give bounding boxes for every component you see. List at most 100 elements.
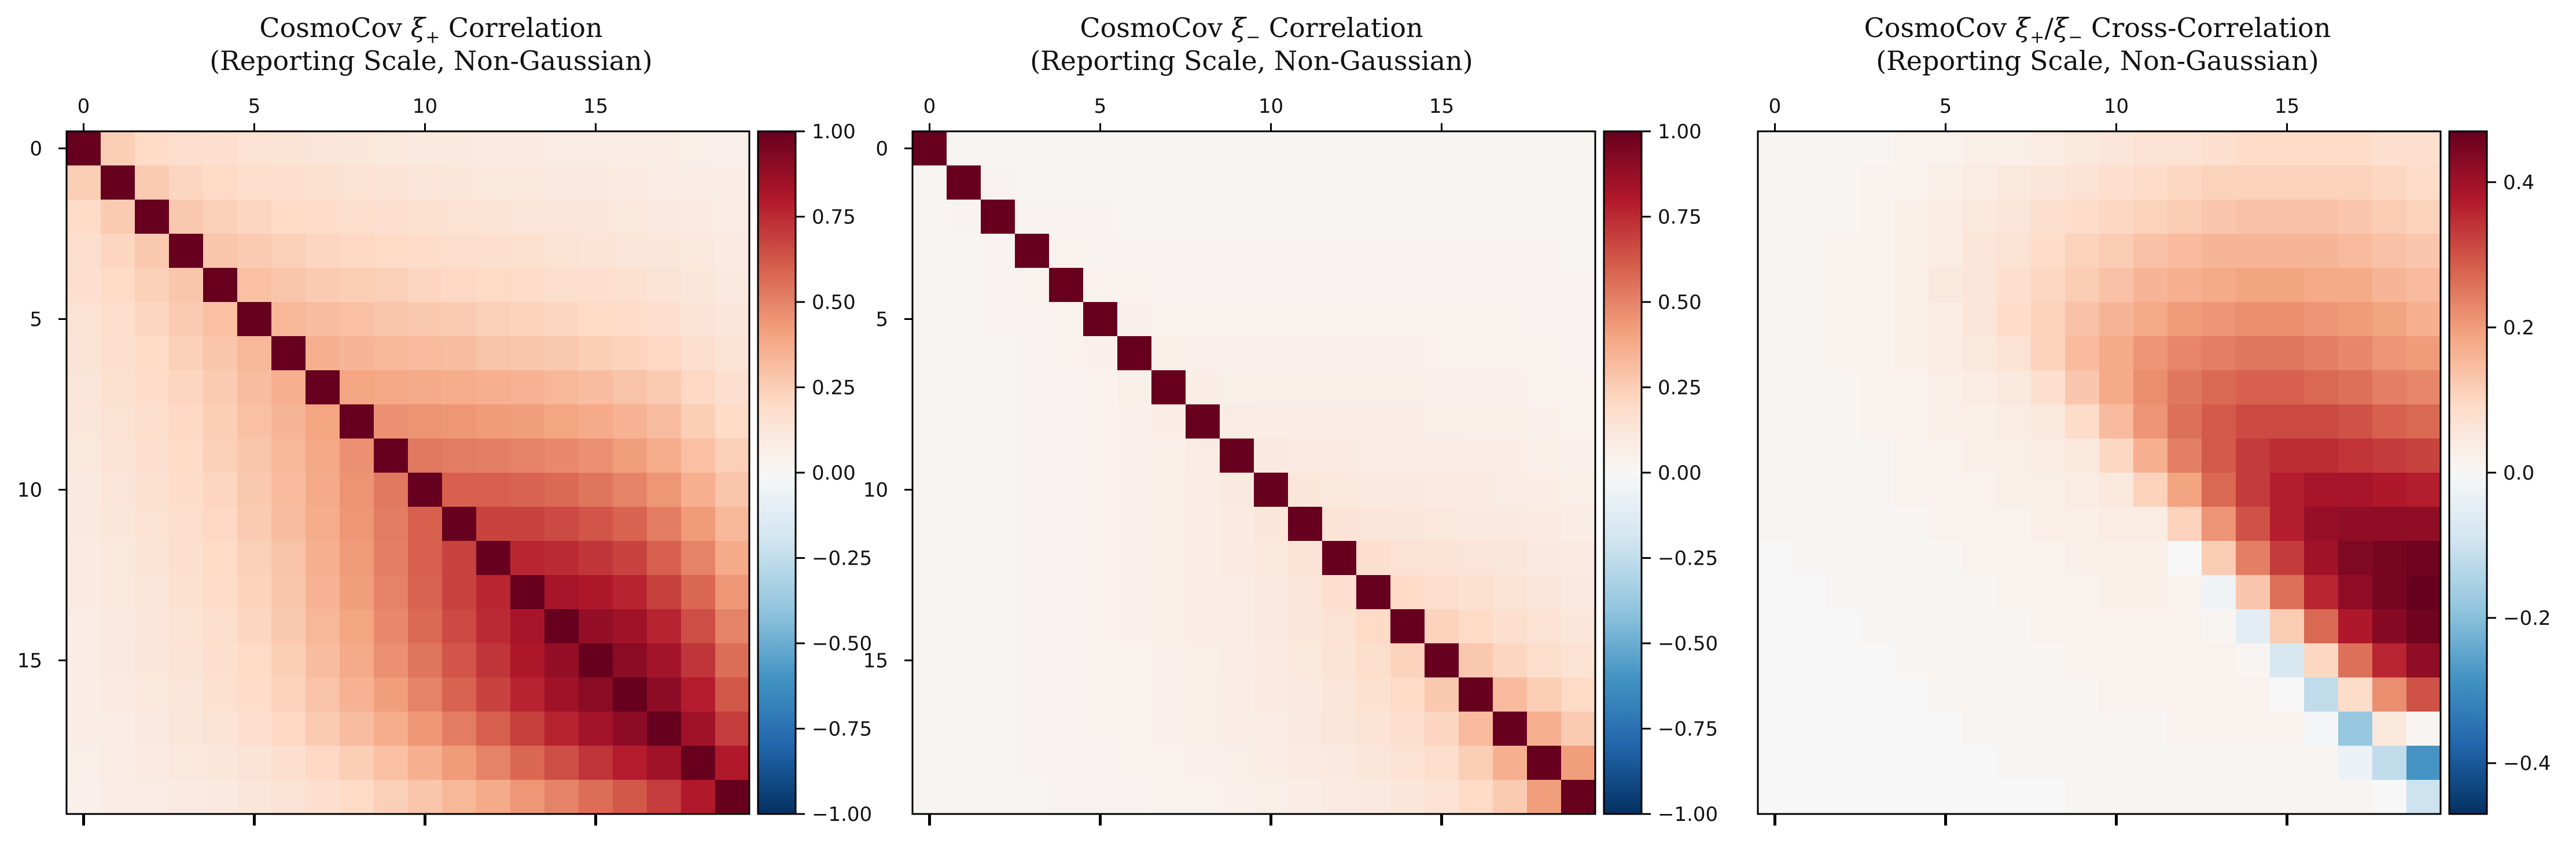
heatmap-cell [1151, 575, 1186, 610]
heatmap-cell [647, 712, 682, 746]
heatmap-cell [1425, 439, 1459, 473]
heatmap-cell [442, 609, 477, 644]
heatmap-cell [981, 746, 1015, 780]
heatmap-cell [271, 746, 306, 780]
heatmap-cell [237, 336, 272, 371]
heatmap-cell [1015, 473, 1050, 507]
heatmap-cell [1792, 336, 1827, 371]
heatmap-cell [1015, 507, 1050, 541]
heatmap-cell [442, 507, 477, 541]
heatmap-cell [2133, 370, 2168, 405]
heatmap-cell [1015, 780, 1050, 815]
heatmap-cell [1322, 200, 1357, 234]
heatmap-cell [101, 609, 135, 644]
heatmap-cell [579, 131, 613, 166]
heatmap-cell [1356, 473, 1391, 507]
heatmap-cell [1015, 336, 1050, 371]
heatmap-cell [1860, 575, 1895, 610]
heatmap-cell [203, 712, 238, 746]
heatmap-cell [1117, 404, 1152, 439]
heatmap-cell [1860, 780, 1895, 815]
heatmap-cell [1220, 575, 1254, 610]
heatmap-cell [947, 336, 981, 371]
heatmap-cell [2304, 473, 2339, 507]
heatmap-cell [613, 507, 647, 541]
heatmap-cell [947, 541, 981, 576]
heatmap-cell [715, 302, 750, 337]
heatmap-cell [544, 439, 579, 473]
heatmap-cell [1186, 712, 1220, 746]
heatmap-cell [2099, 780, 2134, 815]
heatmap-cell [67, 268, 101, 303]
heatmap-cell [1288, 268, 1323, 303]
heatmap-cell [1894, 131, 1929, 166]
heatmap-cell [1459, 643, 1493, 678]
heatmap-cell [1151, 336, 1186, 371]
heatmap-cell [169, 746, 204, 780]
heatmap-cell [981, 575, 1015, 610]
heatmap-cell [1963, 268, 1997, 303]
heatmap-cell [1288, 370, 1323, 405]
heatmap-cell [2133, 439, 2168, 473]
heatmap-cell [237, 643, 272, 678]
heatmap-cell [306, 541, 340, 576]
heatmap-cell [1390, 404, 1425, 439]
heatmap-cell [1527, 609, 1562, 644]
heatmap-cell [715, 643, 750, 678]
heatmap-cell [1288, 780, 1323, 815]
heatmap-cell [981, 609, 1015, 644]
heatmap-cell [1758, 234, 1793, 268]
heatmap-cell [647, 473, 682, 507]
colorbar-gradient [1603, 130, 1643, 815]
heatmap-cell [1527, 780, 1562, 815]
heatmap-cell [912, 677, 947, 712]
heatmap-cell [1288, 712, 1323, 746]
heatmap-cell [101, 677, 135, 712]
colorbar-tick-label: 0.75 [1658, 206, 1702, 229]
heatmap-cell [476, 712, 511, 746]
heatmap-cell [715, 165, 750, 200]
heatmap-cell [2202, 780, 2236, 815]
heatmap-cell [442, 439, 477, 473]
heatmap-cell [1015, 370, 1050, 405]
heatmap-cell [340, 609, 374, 644]
heatmap-cell [2167, 473, 2202, 507]
heatmap-cell [2372, 746, 2407, 780]
heatmap-cell [947, 131, 981, 166]
heatmap-cell [442, 780, 477, 815]
heatmap-cell [169, 165, 204, 200]
heatmap-cell [203, 200, 238, 234]
heatmap-cell [169, 780, 204, 815]
heatmap-cell [1758, 336, 1793, 371]
heatmap-cell [442, 370, 477, 405]
heatmap-cell [340, 439, 374, 473]
heatmap-cell [2372, 200, 2407, 234]
colorbar-tick-label: 0.25 [1658, 377, 1702, 400]
heatmap-cell [981, 439, 1015, 473]
heatmap-cell [1527, 370, 1562, 405]
heatmap-cell [1561, 541, 1596, 576]
heatmap-cell [476, 541, 511, 576]
heatmap-cell [1758, 131, 1793, 166]
heatmap-cell [647, 234, 682, 268]
heatmap-cell [613, 404, 647, 439]
heatmap-cell [203, 780, 238, 815]
heatmap-cell [510, 609, 545, 644]
heatmap-cell [613, 780, 647, 815]
heatmap-cell [135, 370, 170, 405]
heatmap-cell [1288, 336, 1323, 371]
heatmap-cell [1929, 712, 1963, 746]
heatmap-cell [1459, 131, 1493, 166]
heatmap-cell [2065, 473, 2100, 507]
heatmap-cell [1425, 131, 1459, 166]
heatmap-cell [981, 131, 1015, 166]
heatmap-cell [1425, 507, 1459, 541]
heatmap-cell [2202, 677, 2236, 712]
heatmap-cell [442, 712, 477, 746]
heatmap-cell [340, 473, 374, 507]
heatmap-cell [2338, 575, 2373, 610]
heatmap-cell [981, 404, 1015, 439]
heatmap-cell [1929, 439, 1963, 473]
heatmap-cell [1792, 234, 1827, 268]
heatmap-cell [101, 131, 135, 166]
